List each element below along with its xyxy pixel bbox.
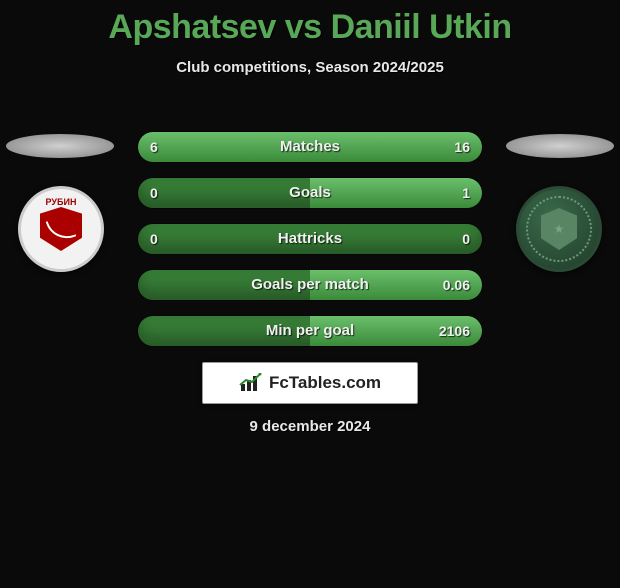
comparison-title: Apshatsev vs Daniil Utkin (0, 8, 620, 47)
snapshot-date: 9 december 2024 (0, 418, 620, 435)
stat-bar-label: Hattricks (138, 224, 482, 254)
comparison-subtitle: Club competitions, Season 2024/2025 (0, 59, 620, 76)
stat-bars: Matches616Goals01Hattricks00Goals per ma… (138, 132, 482, 362)
stat-bar-value-right: 0 (462, 224, 470, 254)
stat-bar-row: Matches6 16 (138, 132, 482, 162)
crest-icon: ★ (541, 208, 577, 250)
club-badge-left: РУБИН (18, 186, 104, 272)
stat-bar-row: Min per goal2106 (138, 316, 482, 346)
stat-bar-label: Goals per match (138, 270, 482, 300)
club-name-left: РУБИН (46, 197, 77, 207)
shield-icon (40, 207, 82, 251)
shadow-ellipse-right (506, 134, 614, 158)
stat-bar-label: Matches (138, 132, 482, 162)
club-badge-right: ★ (516, 186, 602, 272)
stat-bar-value-left: 0 (150, 224, 158, 254)
stat-bar-value-right: 1 (462, 178, 470, 208)
stat-bar-value-right: 16 (454, 132, 470, 162)
stat-bar-row: Goals0 1 (138, 178, 482, 208)
stat-bar-value-left: 0 (150, 178, 158, 208)
stat-bar-row: Goals per match0.06 (138, 270, 482, 300)
club-badge-right-inner: ★ (526, 196, 592, 262)
fctables-logo[interactable]: FcTables.com (202, 362, 418, 404)
fctables-logo-text: FcTables.com (269, 373, 381, 393)
club-badge-left-inner: РУБИН (21, 189, 101, 269)
stat-bar-label: Goals (138, 178, 482, 208)
stat-bar-value-right: 0.06 (443, 270, 470, 300)
star-icon: ★ (554, 222, 565, 236)
stat-bar-value-right: 2106 (439, 316, 470, 346)
stat-bar-value-left: 6 (150, 132, 158, 162)
shadow-ellipse-left (6, 134, 114, 158)
stat-bar-label: Min per goal (138, 316, 482, 346)
bars-chart-icon (239, 373, 263, 393)
stat-bar-row: Hattricks0 0 (138, 224, 482, 254)
